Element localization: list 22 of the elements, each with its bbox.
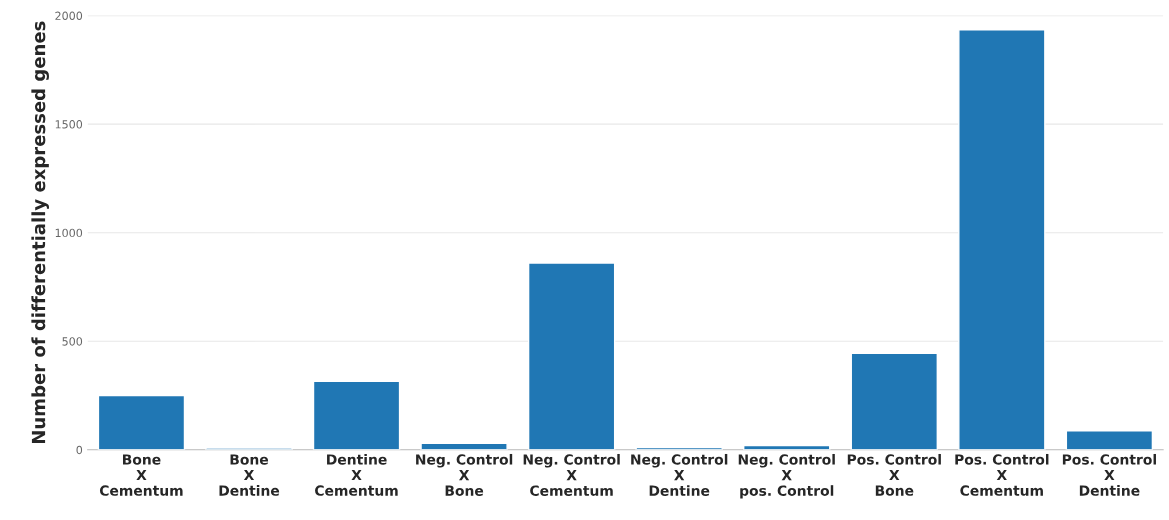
bar [527,262,616,450]
bar [97,394,186,450]
y-tick-label: 1000 [55,228,83,238]
y-axis-title: Number of differentially expressed genes [31,21,49,444]
x-tick-label: Neg. Control X Dentine [631,453,728,496]
y-tick-label: 2000 [55,11,83,20]
bar [850,352,938,450]
bar [1065,430,1154,450]
x-tick-label: Neg. Control X pos. Control [738,453,835,499]
y-tick-label: 0 [76,445,83,455]
x-tick-label: Neg. Control X Cementum [523,453,620,496]
x-tick-label: Pos. Control X Bone [847,453,941,496]
x-tick-label: Pos. Control X Cementum [955,453,1049,496]
x-tick-label: Dentine X Cementum [315,453,398,496]
bar [958,29,1046,450]
x-tick-label: Bone X Dentine [219,454,280,496]
x-tick-label: Pos. Control X Dentine [1062,453,1156,496]
x-tick-label: Bone X Cementum [99,454,183,496]
bar [312,380,401,450]
y-tick-label: 500 [62,337,83,346]
y-tick-label: 1500 [55,120,83,129]
x-tick-label: Neg. Control X Bone [416,453,513,496]
